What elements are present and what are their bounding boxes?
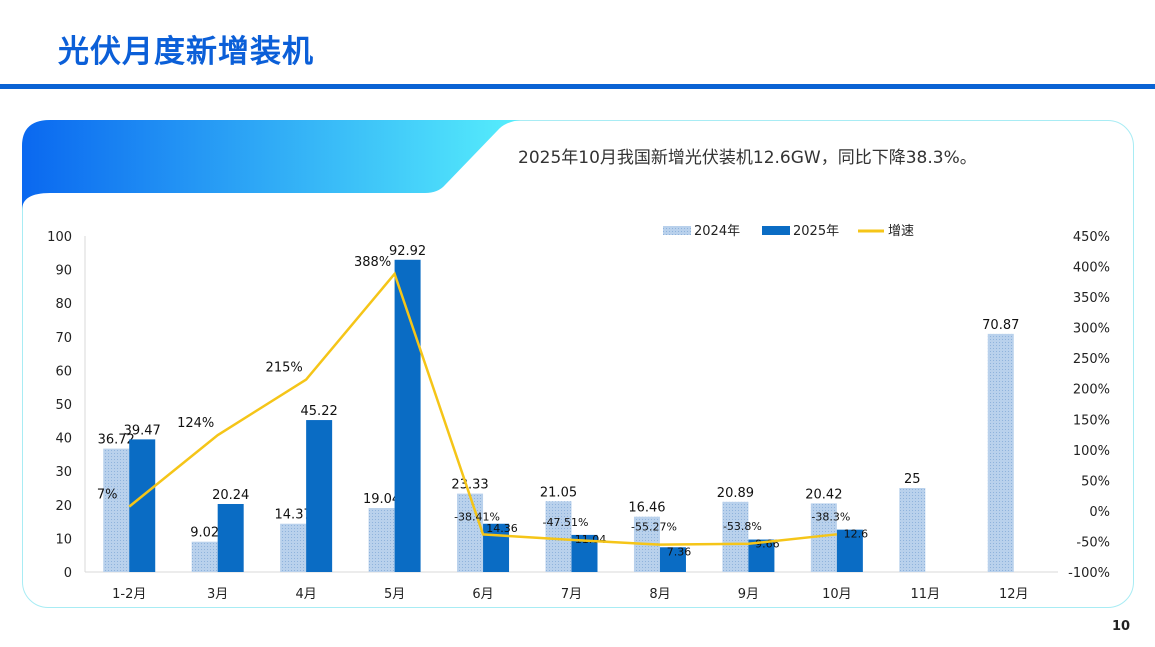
x-tick-label: 12月 bbox=[999, 587, 1029, 602]
bar-2025 bbox=[836, 529, 863, 572]
bar-2024 bbox=[987, 333, 1014, 572]
bar-label-2025: 45.22 bbox=[301, 404, 338, 419]
growth-label: -38.41% bbox=[454, 510, 500, 523]
y-right-tick-label: 450% bbox=[1073, 230, 1110, 245]
y-left-tick-label: 100 bbox=[47, 230, 72, 245]
y-left-tick-label: 50 bbox=[55, 398, 72, 413]
bar-label-2025: 9.66 bbox=[755, 538, 780, 551]
growth-line bbox=[128, 271, 837, 546]
bar-2024 bbox=[722, 501, 749, 572]
y-right-tick-label: 400% bbox=[1073, 261, 1110, 276]
y-left-tick-label: 0 bbox=[64, 566, 72, 581]
bar-label-2024: 70.87 bbox=[982, 318, 1019, 333]
bar-label-2025: 14.36 bbox=[486, 522, 518, 535]
legend-swatch bbox=[762, 226, 790, 235]
bar-2025 bbox=[306, 420, 333, 572]
legend-swatch bbox=[663, 226, 691, 235]
growth-label: 7% bbox=[97, 488, 118, 503]
bar-2024 bbox=[899, 488, 926, 572]
y-right-tick-label: 100% bbox=[1073, 444, 1110, 459]
bar-label-2025: 11.04 bbox=[575, 533, 607, 546]
growth-label: -53.8% bbox=[723, 520, 762, 533]
bar-2024 bbox=[103, 448, 130, 572]
x-tick-label: 9月 bbox=[738, 587, 759, 602]
bar-2025 bbox=[394, 259, 421, 572]
y-left-tick-label: 90 bbox=[55, 264, 72, 279]
headline-text: 2025年10月我国新增光伏装机12.6GW，同比下降38.3%。 bbox=[518, 148, 977, 168]
y-right-tick-label: 150% bbox=[1073, 413, 1110, 428]
y-left-tick-label: 10 bbox=[55, 532, 72, 547]
y-left-tick-label: 70 bbox=[55, 331, 72, 346]
bar-2024 bbox=[368, 508, 395, 572]
page-number: 10 bbox=[1112, 619, 1131, 634]
bar-2025 bbox=[748, 539, 775, 572]
bar-2024 bbox=[545, 501, 572, 572]
bar-label-2025: 12.6 bbox=[844, 528, 869, 541]
y-right-tick-label: -100% bbox=[1068, 566, 1110, 581]
bar-label-2024: 9.02 bbox=[190, 526, 219, 541]
y-left-tick-label: 80 bbox=[55, 297, 72, 312]
bar-label-2024: 36.72 bbox=[98, 433, 135, 448]
x-tick-label: 8月 bbox=[649, 587, 670, 602]
bar-label-2024: 21.05 bbox=[540, 485, 577, 500]
growth-label: -47.51% bbox=[543, 516, 589, 529]
y-right-tick-label: 0% bbox=[1089, 505, 1110, 520]
bar-2025 bbox=[483, 523, 510, 572]
x-tick-label: 10月 bbox=[822, 587, 852, 602]
legend-label: 增速 bbox=[888, 224, 914, 239]
chart-card bbox=[22, 120, 1134, 608]
bar-label-2025: 7.36 bbox=[667, 545, 692, 558]
legend-label: 2025年 bbox=[793, 224, 839, 239]
legend-label: 2024年 bbox=[694, 224, 740, 239]
bar-label-2024: 23.33 bbox=[451, 478, 488, 493]
y-right-tick-label: -50% bbox=[1076, 535, 1110, 550]
page-title: 光伏月度新增装机 bbox=[58, 34, 314, 70]
growth-label: 215% bbox=[266, 361, 303, 376]
x-tick-label: 7月 bbox=[561, 587, 582, 602]
bar-label-2024: 16.46 bbox=[628, 501, 665, 516]
bar-2024 bbox=[457, 493, 484, 572]
bar-2025 bbox=[659, 547, 686, 572]
x-tick-label: 11月 bbox=[911, 587, 941, 602]
bar-label-2025: 20.24 bbox=[212, 488, 249, 503]
y-right-tick-label: 250% bbox=[1073, 352, 1110, 367]
header-divider bbox=[0, 84, 1155, 89]
y-left-tick-label: 30 bbox=[55, 465, 72, 480]
bar-2025 bbox=[129, 439, 156, 572]
bar-label-2024: 19.04 bbox=[363, 492, 400, 507]
bar-label-2024: 20.42 bbox=[805, 487, 842, 502]
x-tick-label: 6月 bbox=[472, 587, 493, 602]
x-tick-label: 5月 bbox=[384, 587, 405, 602]
growth-label: -38.3% bbox=[811, 510, 850, 523]
y-right-tick-label: 200% bbox=[1073, 383, 1110, 398]
bar-label-2025: 39.47 bbox=[124, 423, 161, 438]
y-right-tick-label: 350% bbox=[1073, 291, 1110, 306]
x-tick-label: 1-2月 bbox=[112, 587, 146, 602]
growth-label: -55.27% bbox=[631, 521, 677, 534]
x-tick-label: 3月 bbox=[207, 587, 228, 602]
x-tick-label: 4月 bbox=[295, 587, 316, 602]
bar-label-2024: 25 bbox=[904, 472, 921, 487]
bar-label-2025: 92.92 bbox=[389, 244, 426, 259]
growth-label: 388% bbox=[354, 255, 391, 270]
y-left-tick-label: 40 bbox=[55, 432, 72, 447]
growth-label: 124% bbox=[177, 416, 214, 431]
y-right-tick-label: 50% bbox=[1081, 474, 1110, 489]
bar-2024 bbox=[191, 541, 218, 572]
bar-2024 bbox=[280, 523, 307, 572]
y-left-tick-label: 20 bbox=[55, 499, 72, 514]
bar-label-2024: 14.37 bbox=[275, 508, 312, 523]
y-right-tick-label: 300% bbox=[1073, 322, 1110, 337]
bar-2025 bbox=[217, 503, 244, 572]
y-left-tick-label: 60 bbox=[55, 364, 72, 379]
bar-label-2024: 20.89 bbox=[717, 486, 754, 501]
